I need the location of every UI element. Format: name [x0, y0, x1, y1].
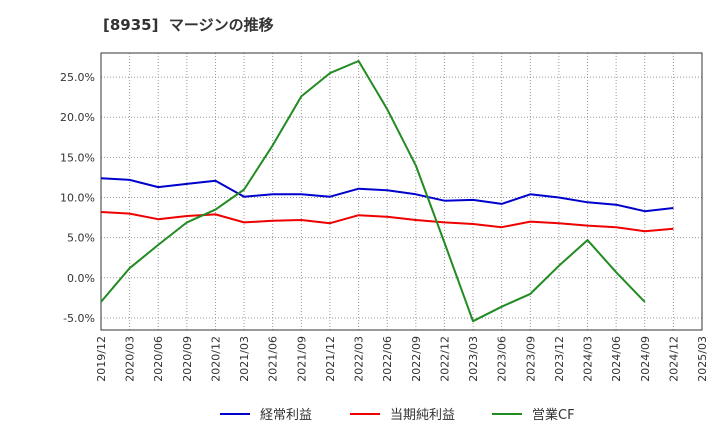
x-tick-label: 2019/12 [95, 336, 108, 382]
y-tick-label: 20.0% [60, 111, 95, 124]
x-tick-label: 2024/03 [582, 336, 595, 382]
x-tick-label: 2020/12 [209, 336, 222, 382]
x-tick-label: 2025/03 [696, 336, 709, 382]
y-tick-label: -5.0% [63, 312, 95, 325]
x-tick-label: 2020/06 [152, 336, 165, 382]
x-tick-label: 2021/09 [295, 336, 308, 382]
x-tick-label: 2020/03 [124, 336, 137, 382]
legend-label-1: 経常利益 [260, 408, 312, 423]
x-tick-label: 2022/03 [353, 336, 366, 382]
x-tick-label: 2024/06 [610, 336, 623, 382]
plot-border [100, 52, 703, 331]
y-tick-label: 5.0% [67, 232, 95, 245]
x-tick-label: 2020/09 [181, 336, 194, 382]
legend-label-2: 当期純利益 [390, 408, 455, 423]
x-tick-label: 2021/12 [324, 336, 337, 382]
x-tick-label: 2024/12 [667, 336, 680, 382]
x-tick-label: 2022/09 [410, 336, 423, 382]
x-tick-label: 2024/09 [639, 336, 652, 382]
x-tick-label: 2022/06 [381, 336, 394, 382]
x-tick-label: 2023/12 [553, 336, 566, 382]
x-tick-label: 2022/12 [438, 336, 451, 382]
x-tick-label: 2023/03 [467, 336, 480, 382]
series-line-3 [100, 60, 646, 323]
series-line-1 [100, 177, 674, 213]
y-tick-label: 10.0% [60, 192, 95, 205]
chart-title: [8935] マージンの推移 [103, 16, 274, 34]
x-tick-label: 2023/09 [524, 336, 537, 382]
x-tick-label: 2023/06 [496, 336, 509, 382]
y-tick-label: 25.0% [60, 71, 95, 84]
series-line-2 [100, 211, 674, 233]
legend-label-3: 営業CF [532, 407, 575, 423]
x-tick-label: 2021/03 [238, 336, 251, 382]
y-tick-label: 15.0% [60, 151, 95, 164]
y-tick-label: 0.0% [67, 272, 95, 285]
x-tick-label: 2021/06 [267, 336, 280, 382]
